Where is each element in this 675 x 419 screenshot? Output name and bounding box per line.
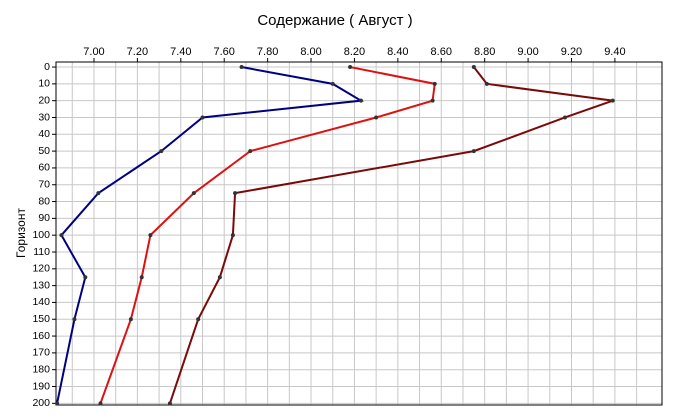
point [610, 98, 615, 103]
point [191, 191, 196, 196]
point [430, 98, 435, 103]
y-tick-label: 20 [38, 94, 50, 106]
series-line [99, 66, 436, 404]
y-tick-label: 70 [38, 179, 50, 191]
series-line [169, 66, 614, 404]
point [432, 81, 437, 86]
y-tick-label: 120 [32, 263, 50, 275]
y-tick-label: 160 [32, 330, 50, 342]
point [471, 149, 476, 154]
x-tick-label: 8.80 [474, 46, 495, 58]
y-tick-label: 0 [44, 61, 50, 73]
x-tick-label: 7.40 [170, 46, 191, 58]
point [167, 401, 172, 406]
x-tick-label: 7.80 [257, 46, 278, 58]
point [148, 233, 153, 238]
point [562, 115, 567, 120]
x-tick-label: 7.00 [83, 46, 104, 58]
point [139, 275, 144, 280]
x-tick-label: 8.20 [344, 46, 365, 58]
point [55, 401, 60, 406]
y-tick-label: 90 [38, 212, 50, 224]
point [196, 317, 201, 322]
y-tick-label: 110 [33, 246, 50, 258]
point [330, 81, 335, 86]
point [484, 81, 489, 86]
chart-title: Содержание ( Август ) [257, 12, 412, 29]
point [72, 317, 77, 322]
y-tick-label: 170 [32, 347, 50, 359]
y-tick-label: 150 [32, 313, 50, 325]
x-tick-label: 7.60 [214, 46, 235, 58]
x-tick-label: 8.40 [387, 46, 408, 58]
y-tick-label: 130 [32, 279, 50, 291]
point [217, 275, 222, 280]
y-tick-label: 80 [38, 195, 50, 207]
x-tick-label: 7.20 [127, 46, 148, 58]
plot-frame [55, 61, 663, 406]
x-tick-label: 9.20 [561, 46, 582, 58]
y-tick-label: 200 [32, 397, 50, 409]
y-axis-label: Горизонт [14, 208, 28, 258]
x-tick-label: 8.60 [431, 46, 452, 58]
x-tick-label: 9.00 [517, 46, 538, 58]
y-tick-label: 60 [38, 162, 50, 174]
point [248, 149, 253, 154]
x-tick-label: 9.40 [604, 46, 625, 58]
y-tick-label: 140 [32, 296, 50, 308]
series-line [56, 66, 365, 404]
y-tick-label: 100 [32, 229, 50, 241]
point [128, 317, 133, 322]
point [233, 191, 238, 196]
point [59, 233, 64, 238]
point [471, 65, 476, 70]
point [83, 275, 88, 280]
point [239, 65, 244, 70]
point [358, 98, 363, 103]
y-tick-label: 10 [38, 78, 50, 90]
x-tick-label: 8.00 [300, 46, 321, 58]
y-tick-label: 180 [32, 363, 50, 375]
point [159, 149, 164, 154]
point [230, 233, 235, 238]
point [96, 191, 101, 196]
y-tick-label: 40 [38, 128, 50, 140]
point [374, 115, 379, 120]
y-tick-label: 30 [38, 111, 50, 123]
point [98, 401, 103, 406]
point [200, 115, 205, 120]
y-tick-label: 190 [32, 380, 50, 392]
y-tick-label: 50 [38, 145, 50, 157]
point [348, 65, 353, 70]
